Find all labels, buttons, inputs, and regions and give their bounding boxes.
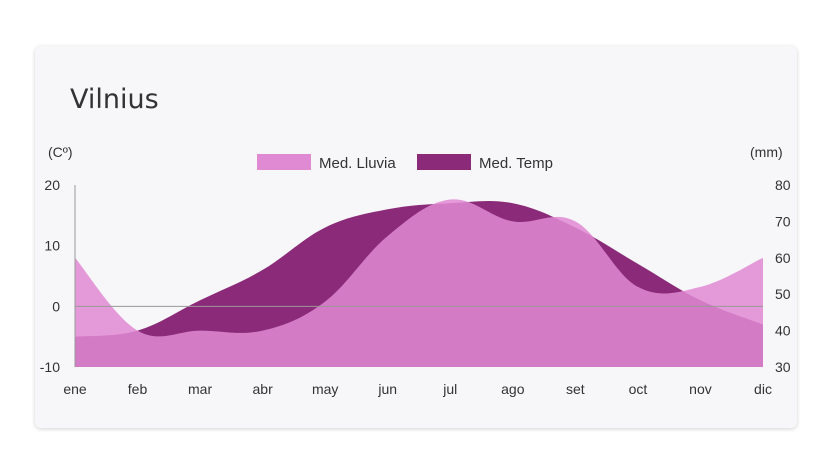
left-axis-label: (Cº) <box>48 144 73 160</box>
legend-label-temp[interactable]: Med. Temp <box>479 155 553 172</box>
x-tick-label: feb <box>128 381 148 397</box>
x-axis-ticks: ene feb mar abr may jun jul ago set oct nov dic <box>63 381 772 397</box>
series-areas <box>75 199 763 367</box>
chart-axes <box>74 185 763 367</box>
x-tick-label: jul <box>442 381 457 397</box>
legend-label-lluvia[interactable]: Med. Lluvia <box>319 155 396 172</box>
x-tick-label: oct <box>629 381 648 397</box>
x-tick-label: ene <box>63 381 87 397</box>
legend-swatch-lluvia[interactable] <box>257 154 311 170</box>
right-tick-label: 50 <box>775 286 791 302</box>
chart-legend: Med. Lluvia Med. Temp <box>257 154 553 172</box>
left-tick-label: 20 <box>44 177 60 193</box>
left-tick-label: 10 <box>44 238 60 254</box>
x-tick-label: mar <box>188 381 212 397</box>
right-axis-label: (mm) <box>750 144 783 160</box>
x-tick-label: may <box>312 381 338 397</box>
right-tick-label: 30 <box>775 359 791 375</box>
right-tick-label: 70 <box>775 213 791 229</box>
left-tick-label: -10 <box>40 359 60 375</box>
x-tick-label: nov <box>689 381 712 397</box>
left-tick-label: 0 <box>52 298 60 314</box>
area-lluvia <box>75 199 763 367</box>
right-tick-label: 80 <box>775 177 791 193</box>
x-tick-label: dic <box>754 381 772 397</box>
x-tick-label: abr <box>253 381 274 397</box>
x-tick-label: ago <box>501 381 525 397</box>
left-axis-ticks: 20 10 0 -10 <box>40 177 60 375</box>
legend-swatch-temp[interactable] <box>417 154 471 170</box>
x-tick-label: jun <box>377 381 397 397</box>
right-axis-ticks: 80 70 60 50 40 30 <box>775 177 791 375</box>
x-tick-label: set <box>566 381 585 397</box>
right-tick-label: 60 <box>775 250 791 266</box>
chart-title: Vilnius <box>70 84 159 115</box>
right-tick-label: 40 <box>775 323 791 339</box>
